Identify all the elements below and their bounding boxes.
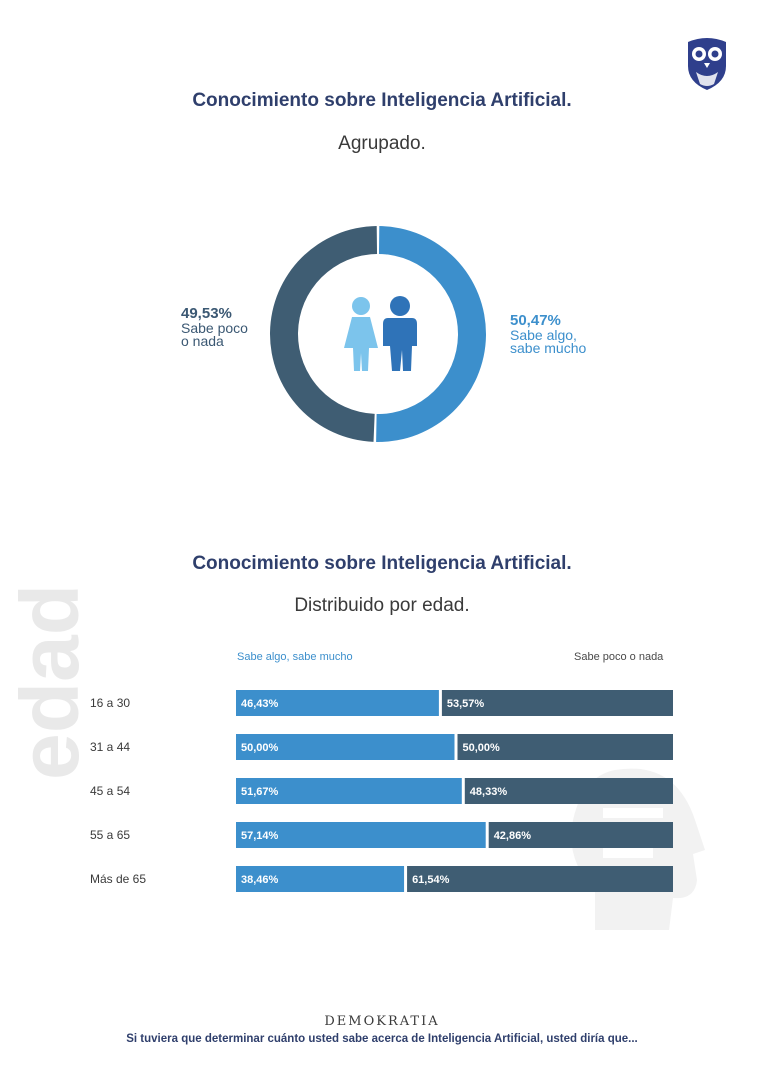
- bar-sabe-poco: [488, 822, 673, 848]
- bar-value-label-poco: 50,00%: [463, 742, 501, 754]
- donut-slice-poco: [269, 226, 378, 442]
- donut-pct-algo: 50,47%: [510, 312, 561, 329]
- donut-label-poco: 49,53% Sabe poco o nada: [181, 305, 248, 349]
- stacked-bar-chart: 16 a 30 46,43% 53,57% 31 a 44 50,00% 50,00% 45…: [90, 690, 673, 892]
- bar-sabe-algo: [236, 690, 439, 716]
- bar-value-label-poco: 42,86%: [494, 830, 532, 842]
- bar-sabe-algo: [236, 778, 462, 804]
- donut-text-algo-2: sabe mucho: [510, 340, 587, 356]
- bar-sabe-poco: [464, 778, 673, 804]
- bar-sabe-poco: [441, 690, 673, 716]
- donut-label-algo: 50,47% Sabe algo, sabe mucho: [510, 312, 587, 356]
- section1-title: Conocimiento sobre Inteligencia Artifici…: [192, 90, 572, 111]
- legend-sabe-algo: Sabe algo, sabe mucho: [237, 651, 353, 663]
- bar-value-label-poco: 48,33%: [470, 786, 508, 798]
- brand-wordmark: DEMOKRATIA: [324, 1014, 440, 1029]
- bar-value-label-algo: 51,67%: [241, 786, 279, 798]
- donut-text-algo-1: Sabe algo,: [510, 327, 577, 343]
- bar-category-label: 45 a 54: [90, 784, 130, 798]
- donut-pct-poco: 49,53%: [181, 305, 232, 322]
- legend-sabe-poco: Sabe poco o nada: [574, 651, 664, 663]
- edad-watermark: edad: [18, 584, 86, 780]
- bar-sabe-algo: [236, 822, 486, 848]
- bar-category-label: 55 a 65: [90, 828, 130, 842]
- bar-value-label-algo: 50,00%: [241, 742, 279, 754]
- bar-value-label-poco: 61,54%: [412, 874, 450, 886]
- donut-text-poco-2: o nada: [181, 333, 224, 349]
- bar-category-label: Más de 65: [90, 872, 146, 886]
- section1-subtitle: Agrupado.: [338, 133, 426, 154]
- woman-man-figures-icon: [344, 296, 417, 371]
- bar-value-label-poco: 53,57%: [447, 698, 485, 710]
- edad-watermark-text: edad: [18, 584, 86, 780]
- bar-sabe-algo: [236, 734, 455, 760]
- bar-sabe-poco: [457, 734, 673, 760]
- bar-value-label-algo: 46,43%: [241, 698, 279, 710]
- bar-value-label-algo: 57,14%: [241, 830, 279, 842]
- section2-subtitle: Distribuido por edad.: [294, 595, 470, 616]
- donut-slice-algo: [376, 226, 486, 442]
- bar-value-label-algo: 38,46%: [241, 874, 279, 886]
- bar-category-label: 16 a 30: [90, 696, 130, 710]
- donut-chart: [269, 226, 486, 442]
- bar-sabe-algo: [236, 866, 405, 892]
- bar-category-label: 31 a 44: [90, 740, 130, 754]
- bar-sabe-poco: [407, 866, 673, 892]
- section2-title: Conocimiento sobre Inteligencia Artifici…: [192, 553, 572, 574]
- owl-logo-icon: [688, 38, 726, 90]
- donut-text-poco-1: Sabe poco: [181, 320, 248, 336]
- survey-question: Si tuviera que determinar cuánto usted s…: [126, 1033, 638, 1045]
